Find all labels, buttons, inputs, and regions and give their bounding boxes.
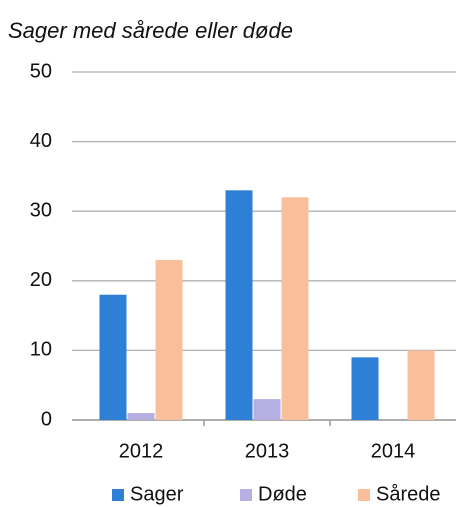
y-tick-label: 50 (30, 60, 52, 82)
bar (99, 294, 127, 420)
bar (351, 357, 379, 420)
bar (155, 259, 183, 420)
bar (281, 197, 309, 420)
bar (225, 190, 253, 420)
legend-swatch (240, 489, 252, 501)
y-tick-label: 30 (30, 199, 52, 221)
legend-swatch (112, 489, 124, 501)
chart-title: Sager med sårede eller døde (8, 18, 293, 43)
y-tick-label: 0 (41, 408, 52, 430)
bar (127, 413, 155, 420)
bar (407, 350, 435, 420)
y-tick-label: 10 (30, 339, 52, 361)
x-tick-label: 2012 (119, 440, 164, 462)
legend-label: Døde (258, 483, 307, 505)
legend-label: Sager (130, 483, 184, 505)
y-tick-label: 40 (30, 130, 52, 152)
legend-label: Sårede (376, 483, 441, 505)
x-tick-label: 2013 (245, 440, 290, 462)
bar (253, 399, 281, 420)
legend-swatch (358, 489, 370, 501)
y-tick-label: 20 (30, 269, 52, 291)
x-tick-label: 2014 (371, 440, 416, 462)
